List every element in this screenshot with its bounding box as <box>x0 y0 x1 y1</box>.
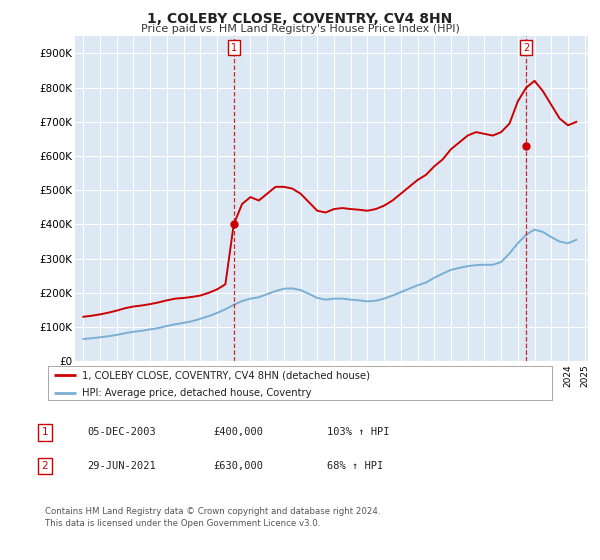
Text: HPI: Average price, detached house, Coventry: HPI: Average price, detached house, Cove… <box>82 388 312 398</box>
Text: 29-JUN-2021: 29-JUN-2021 <box>87 461 156 471</box>
Text: 68% ↑ HPI: 68% ↑ HPI <box>327 461 383 471</box>
Text: 1: 1 <box>230 43 237 53</box>
Text: 103% ↑ HPI: 103% ↑ HPI <box>327 427 389 437</box>
Text: 2: 2 <box>41 461 49 471</box>
Text: £400,000: £400,000 <box>213 427 263 437</box>
Text: 2: 2 <box>523 43 529 53</box>
Text: Price paid vs. HM Land Registry's House Price Index (HPI): Price paid vs. HM Land Registry's House … <box>140 24 460 34</box>
Text: 1, COLEBY CLOSE, COVENTRY, CV4 8HN (detached house): 1, COLEBY CLOSE, COVENTRY, CV4 8HN (deta… <box>82 370 370 380</box>
Text: £630,000: £630,000 <box>213 461 263 471</box>
Text: 1, COLEBY CLOSE, COVENTRY, CV4 8HN: 1, COLEBY CLOSE, COVENTRY, CV4 8HN <box>148 12 452 26</box>
Text: Contains HM Land Registry data © Crown copyright and database right 2024.
This d: Contains HM Land Registry data © Crown c… <box>45 507 380 528</box>
Text: 05-DEC-2003: 05-DEC-2003 <box>87 427 156 437</box>
Text: 1: 1 <box>41 427 49 437</box>
